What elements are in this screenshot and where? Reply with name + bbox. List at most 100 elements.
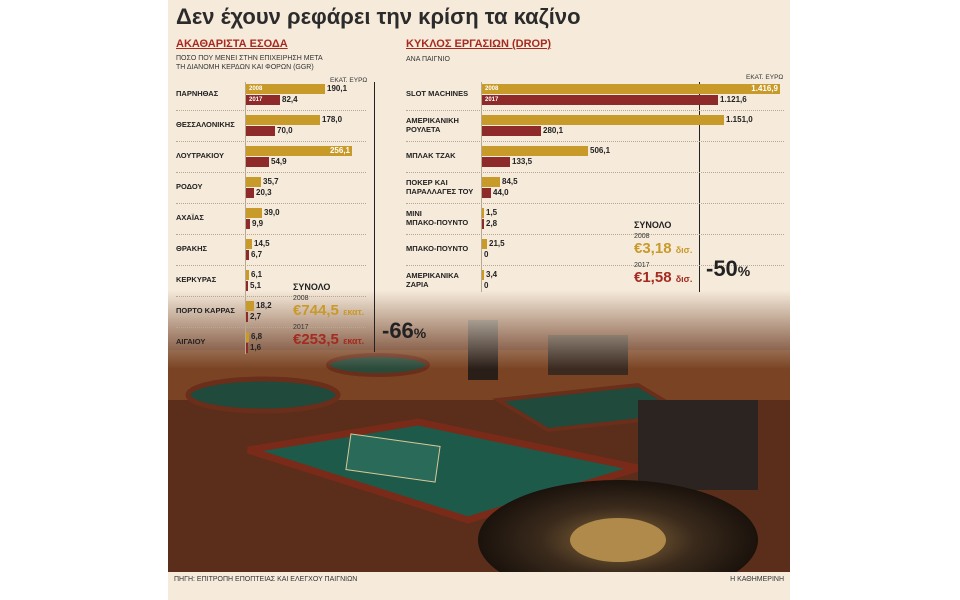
bar-2008 <box>246 208 262 218</box>
bar-2008 <box>482 84 780 94</box>
left-total-2017-year: 2017 <box>293 324 309 331</box>
bar-2017 <box>246 126 275 136</box>
row-separator <box>406 203 784 204</box>
bar-2017 <box>246 312 248 322</box>
casino-photo <box>168 290 790 572</box>
value-label: 39,0 <box>264 208 280 217</box>
category-label: ΘΕΣΣΑΛΟΝΙΚΗΣ <box>176 120 235 129</box>
year-tag-2017: 2017 <box>485 97 499 103</box>
source-note: ΠΗΓΗ: ΕΠΙΤΡΟΠΗ ΕΠΟΠΤΕΙΑΣ ΚΑΙ ΕΛΕΓΧΟΥ ΠΑΙ… <box>174 576 358 583</box>
bar-2008 <box>246 177 261 187</box>
value-label: 506,1 <box>590 146 611 155</box>
bar-2008 <box>246 332 249 342</box>
value-label: 35,7 <box>263 177 279 186</box>
value-label: 18,2 <box>256 301 272 310</box>
left-subtitle-line2: ΤΗ ΔΙΑΝΟΜΗ ΚΕΡΔΩΝ ΚΑΙ ΦΟΡΩΝ (GGR) <box>176 64 314 71</box>
bar-2017 <box>246 157 269 167</box>
category-label: ΜΠΑΚΟ-ΠΟΥΝΤΟ <box>406 244 469 253</box>
category-label: ΑΜΕΡΙΚΑΝΙΚΗ ΡΟΥΛΕΤΑ <box>406 116 459 134</box>
left-baseline <box>245 82 246 354</box>
row-separator <box>176 265 366 266</box>
left-unit-label: ΕΚΑΤ. ΕΥΡΩ <box>330 77 368 84</box>
value-label: 2,7 <box>250 312 262 321</box>
value-label: 2,8 <box>486 219 498 228</box>
right-total-2017-value: €1,58 δισ. <box>634 269 693 286</box>
category-label: ΛΟΥΤΡΑΚΙΟΥ <box>176 151 224 160</box>
right-change-percent: -50% <box>706 256 751 281</box>
value-label: 1.121,6 <box>720 95 747 104</box>
category-label: ΚΕΡΚΥΡΑΣ <box>176 275 217 284</box>
value-label: 84,5 <box>502 177 518 186</box>
bar-2008 <box>482 115 724 125</box>
infographic-title: Δεν έχουν ρεφάρει την κρίση τα καζίνο <box>176 4 581 29</box>
bar-2017 <box>482 188 491 198</box>
left-heading: ΑΚΑΘΑΡΙΣΤΑ ΕΣΟΔΑ <box>176 38 288 50</box>
row-separator <box>406 234 784 235</box>
row-separator <box>176 110 366 111</box>
row-separator <box>176 141 366 142</box>
row-separator <box>176 203 366 204</box>
category-label: ΜΠΛΑΚ ΤΖΑΚ <box>406 151 456 160</box>
value-label: 280,1 <box>543 126 564 135</box>
bar-2008 <box>482 177 500 187</box>
bar-2008 <box>246 239 252 249</box>
category-label: ΠΟΡΤΟ ΚΑΡΡΑΣ <box>176 306 235 315</box>
row-separator <box>406 110 784 111</box>
right-unit-label: ΕΚΑΤ. ΕΥΡΩ <box>746 74 784 81</box>
bar-2008 <box>246 84 325 94</box>
value-label: 82,4 <box>282 95 298 104</box>
bar-2008 <box>482 239 487 249</box>
row-separator <box>406 141 784 142</box>
row-separator <box>406 265 784 266</box>
category-label: ΑΜΕΡΙΚΑΝΙΚΑ ΖΑΡΙΑ <box>406 271 459 289</box>
bar-2008 <box>482 146 588 156</box>
category-label: ΑΙΓΑΙΟΥ <box>176 337 206 346</box>
category-label: ΠΑΡΝΗΘΑΣ <box>176 89 219 98</box>
row-separator <box>176 296 366 297</box>
right-heading: ΚΥΚΛΟΣ ΕΡΓΑΣΙΩΝ (DROP) <box>406 38 552 50</box>
bar-2008 <box>482 270 484 280</box>
bar-2017 <box>482 95 718 105</box>
bar-2017 <box>482 157 510 167</box>
right-total-2017-year: 2017 <box>634 262 650 269</box>
value-label: 6,7 <box>251 250 263 259</box>
left-total-2008-value: €744,5 εκατ. <box>293 302 365 319</box>
left-change-percent: -66% <box>382 318 427 343</box>
value-label: 70,0 <box>277 126 293 135</box>
bar-2017 <box>246 188 254 198</box>
value-label: 256,1 <box>329 146 350 155</box>
category-label: ΘΡΑΚΗΣ <box>176 244 208 253</box>
value-label: 9,9 <box>252 219 264 228</box>
right-baseline <box>481 82 482 292</box>
value-label: 1.416,9 <box>751 84 778 93</box>
category-label: SLOT MACHINES <box>406 89 469 98</box>
bar-2017 <box>482 126 541 136</box>
value-label: 3,4 <box>486 270 498 279</box>
value-label: 0 <box>484 281 489 290</box>
row-separator <box>176 234 366 235</box>
bar-2008 <box>246 270 249 280</box>
bar-2008 <box>482 208 484 218</box>
value-label: 1.151,0 <box>726 115 753 124</box>
value-label: 5,1 <box>250 281 262 290</box>
brand-credit: Η ΚΑΘΗΜΕΡΙΝΗ <box>730 576 784 583</box>
bar-2008 <box>246 146 352 156</box>
row-separator <box>176 327 366 328</box>
bar-2017 <box>246 343 248 353</box>
year-tag-2008: 2008 <box>485 86 499 92</box>
right-total-2008-value: €3,18 δισ. <box>634 240 693 257</box>
year-tag-2017: 2017 <box>249 97 263 103</box>
bar-2017 <box>482 219 484 229</box>
bar-2008 <box>246 115 320 125</box>
value-label: 178,0 <box>322 115 343 124</box>
value-label: 20,3 <box>256 188 272 197</box>
bar-2008 <box>246 301 254 311</box>
right-total-2008-year: 2008 <box>634 233 650 240</box>
category-label: ΠΟΚΕΡ ΚΑΙ ΠΑΡΑΛΛΑΓΕΣ ΤΟΥ <box>406 178 474 196</box>
value-label: 6,8 <box>251 332 263 341</box>
value-label: 133,5 <box>512 157 533 166</box>
bar-2017 <box>246 250 249 260</box>
category-label: ΑΧΑΪΑΣ <box>176 213 204 222</box>
left-total-2017-value: €253,5 εκατ. <box>293 331 365 348</box>
left-chart-divider <box>374 82 375 352</box>
